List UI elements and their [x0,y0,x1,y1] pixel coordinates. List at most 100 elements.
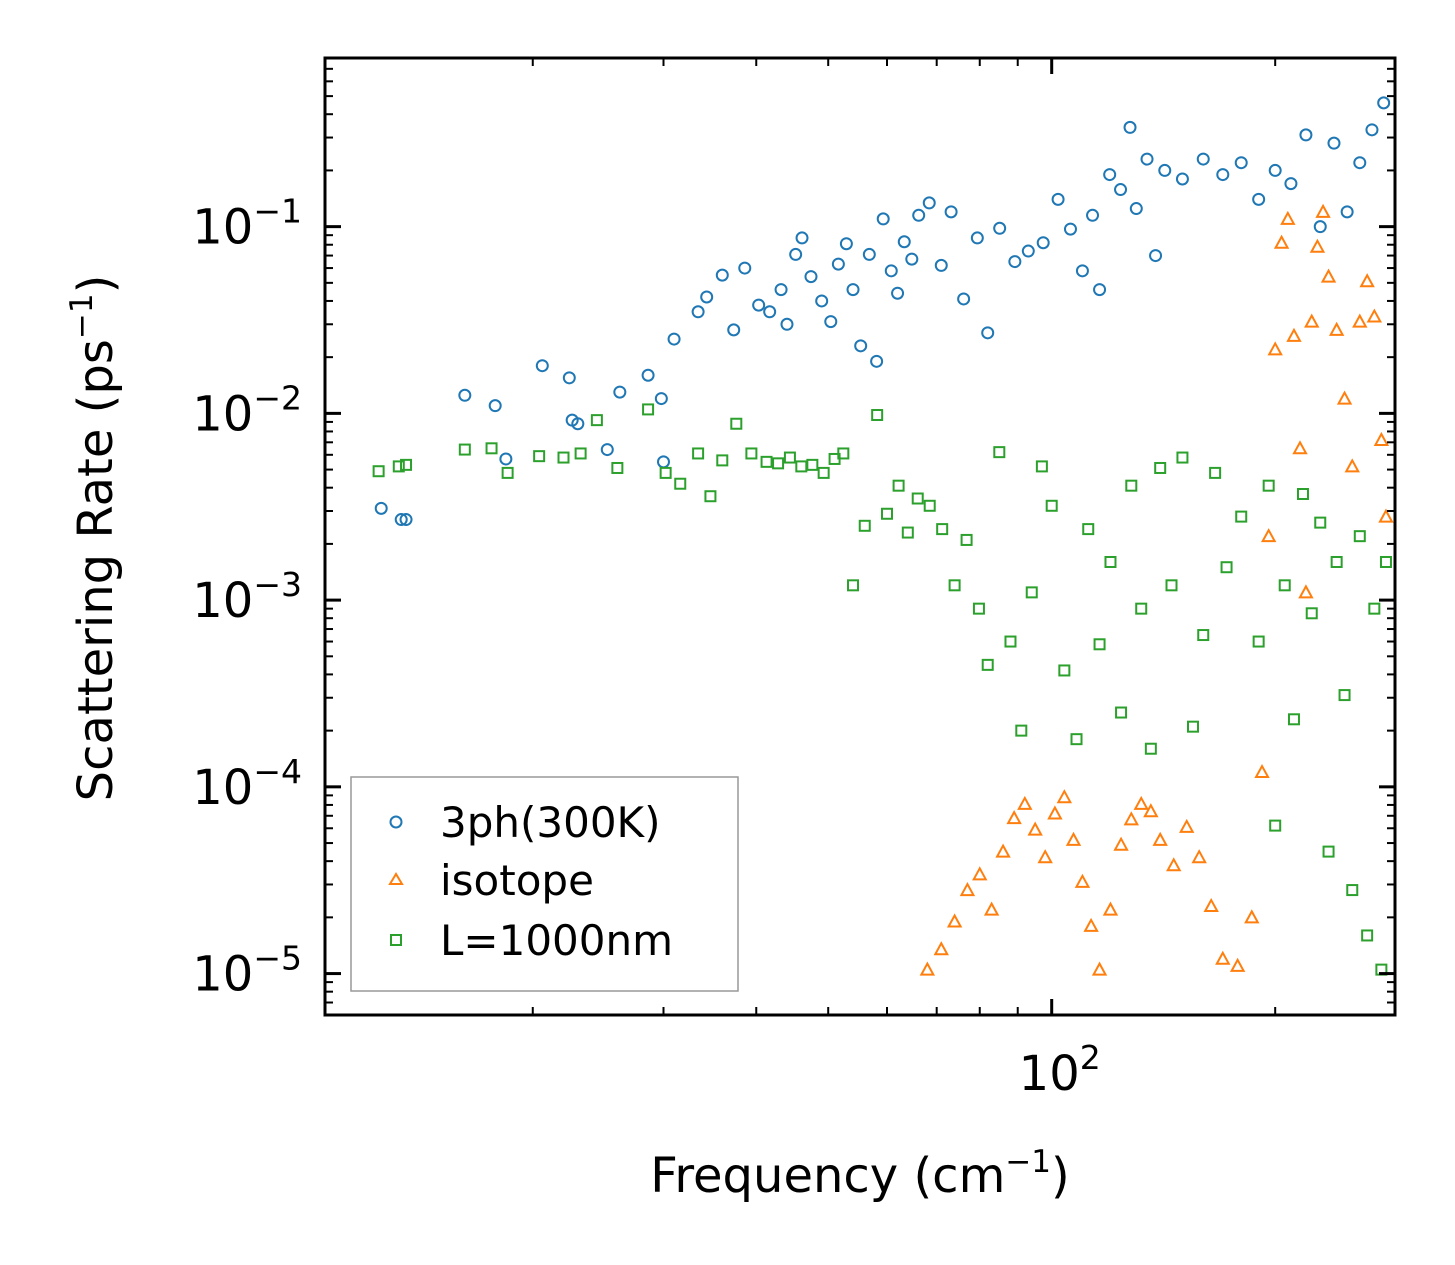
data-point [774,283,788,297]
data-point [1123,120,1137,134]
series-2 [372,403,1392,976]
data-point [1037,849,1053,864]
data-point [704,490,717,503]
y-tick-label: 10−4 [192,752,302,816]
tick-label-base: 10 [192,386,253,442]
data-point [936,523,949,536]
data-point [1315,203,1331,218]
data-point [1015,724,1028,737]
data-point [981,326,995,340]
data-point [642,403,655,416]
data-point [870,354,884,368]
data-point [993,221,1007,235]
data-point [394,513,408,527]
data-point [1075,264,1089,278]
data-point [959,881,976,897]
data-point [1144,742,1157,755]
data-point [858,519,871,532]
data-point [399,513,413,527]
data-point [1149,249,1163,263]
data-point [1305,607,1318,620]
data-point [772,457,785,470]
data-point [1314,516,1327,529]
data-point [1113,836,1129,851]
data-point [1361,929,1374,942]
tick-label-exponent: −4 [253,752,302,791]
data-point [1008,255,1022,269]
tick-label-base: 10 [1019,1046,1080,1102]
data-point [1152,831,1168,846]
data-point [839,237,853,251]
data-point [1036,236,1050,250]
data-point [993,446,1006,459]
data-point [1322,845,1335,858]
legend-label-3ph: 3ph(300K) [440,798,660,847]
data-point [692,447,705,460]
data-point [1158,163,1172,177]
data-point [1143,803,1159,818]
data-point [1346,884,1359,897]
data-point [892,479,905,492]
data-point [1320,268,1337,283]
data-point [1197,629,1210,642]
data-point [1220,561,1233,574]
data-point [571,417,585,431]
data-point [1129,202,1143,216]
data-point [1083,917,1099,932]
data-point [1366,308,1383,323]
data-point [1065,831,1082,846]
data-point [884,264,898,278]
y-tick-label: 10−2 [192,378,302,442]
data-point [1175,172,1189,186]
data-series-layer [372,96,1394,976]
data-point [891,286,905,300]
data-point [995,843,1011,858]
data-point [780,317,794,331]
data-point [1091,961,1108,976]
data-point [499,452,513,466]
data-point [876,212,890,226]
data-point [1114,183,1128,197]
data-point [1165,579,1178,592]
data-point [654,392,668,406]
data-point [738,261,752,275]
data-point [837,447,850,460]
data-point [912,208,926,222]
data-point [871,409,884,422]
data-point [1244,909,1260,924]
data-point [674,477,687,490]
data-point [923,499,936,512]
data-point [981,658,994,671]
data-point [862,247,876,261]
data-point [1058,664,1071,677]
data-point [970,231,984,245]
tick-label-exponent: 2 [1080,1038,1101,1077]
data-point [1035,460,1048,473]
data-point [1102,901,1119,916]
data-point [1269,819,1282,832]
data-point [983,901,1000,916]
data-point [1344,458,1360,473]
data-point [1267,341,1283,356]
data-point [400,458,413,471]
data-point [1025,586,1038,599]
data-point [700,290,714,304]
data-point [1284,177,1298,191]
data-point [590,414,603,427]
data-point [1125,479,1138,492]
tick-label-base: 10 [192,760,253,816]
data-point [535,359,549,373]
data-point [1021,244,1035,258]
legend-item-l1000nm: L=1000nm [390,916,673,965]
series-1 [919,203,1394,976]
data-point [667,332,681,346]
y-tick-label: 10−3 [192,565,302,629]
data-point [1166,857,1182,872]
data-point [1254,763,1270,779]
tick-label-exponent: −1 [253,192,302,231]
data-point [905,252,919,266]
data-point [1340,205,1354,219]
data-point [783,451,796,464]
data-point [806,458,819,471]
